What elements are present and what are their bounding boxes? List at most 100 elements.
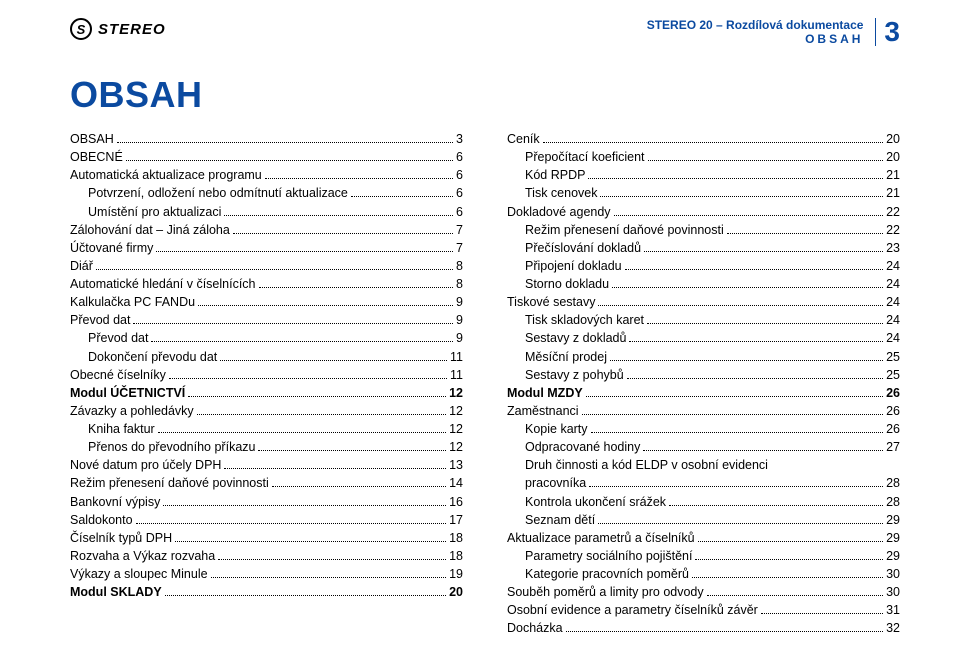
toc-entry: Docházka32 (507, 619, 900, 637)
toc-leader-dots (625, 262, 883, 270)
toc-label: Souběh poměrů a limity pro odvody (507, 583, 704, 601)
toc-leader-dots (600, 189, 883, 197)
toc-label: Ceník (507, 130, 540, 148)
toc-entry: Tiskové sestavy24 (507, 293, 900, 311)
toc-entry: Dokončení převodu dat 11 (70, 348, 463, 366)
toc-leader-dots (698, 534, 884, 542)
toc-page: 24 (886, 311, 900, 329)
toc-page: 18 (449, 547, 463, 565)
toc-page: 14 (449, 474, 463, 492)
toc-page: 12 (449, 384, 463, 402)
toc-leader-dots (629, 334, 883, 342)
toc-entry: Potvrzení, odložení nebo odmítnutí aktua… (70, 184, 463, 202)
toc-label: Číselník typů DPH (70, 529, 172, 547)
toc-page: 25 (886, 348, 900, 366)
toc-page: 6 (456, 166, 463, 184)
toc-leader-dots (586, 389, 883, 397)
toc-label: Sestavy z dokladů (525, 329, 626, 347)
toc-page: 6 (456, 203, 463, 221)
toc-label: Dokončení převodu dat (88, 348, 217, 366)
toc-leader-dots (644, 244, 883, 252)
toc-page: 3 (456, 130, 463, 148)
toc-page: 31 (886, 601, 900, 619)
toc-leader-dots (165, 588, 446, 596)
toc-entry: Parametry sociálního pojištění29 (507, 547, 900, 565)
toc-entry: Zaměstnanci26 (507, 402, 900, 420)
toc-entry: Storno dokladu24 (507, 275, 900, 293)
toc-label: Druh činnosti a kód ELDP v osobní eviden… (525, 456, 768, 474)
toc-leader-dots (117, 135, 453, 143)
toc-page: 29 (886, 529, 900, 547)
page-title: OBSAH (70, 74, 900, 116)
toc-leader-dots (198, 298, 453, 306)
toc-page: 29 (886, 511, 900, 529)
toc-page: 20 (449, 583, 463, 601)
toc-leader-dots (648, 153, 884, 161)
toc-page: 22 (886, 221, 900, 239)
toc-leader-dots (669, 497, 883, 505)
toc-page: 20 (886, 130, 900, 148)
toc-page: 23 (886, 239, 900, 257)
toc-label: Závazky a pohledávky (70, 402, 194, 420)
toc-leader-dots (211, 570, 447, 578)
toc-leader-dots (543, 135, 883, 143)
toc-page: 32 (886, 619, 900, 637)
toc-entry: Bankovní výpisy16 (70, 493, 463, 511)
toc-label: Potvrzení, odložení nebo odmítnutí aktua… (88, 184, 348, 202)
toc-leader-dots (695, 552, 883, 560)
toc-entry: Závazky a pohledávky12 (70, 402, 463, 420)
doc-title-small: STEREO 20 – Rozdílová dokumentace (647, 18, 864, 32)
brand-logo-icon: S (70, 18, 92, 40)
toc-leader-dots (220, 352, 447, 360)
toc-page: 16 (449, 493, 463, 511)
toc-label: Saldokonto (70, 511, 133, 529)
toc-entry: Modul MZDY26 (507, 384, 900, 402)
toc-entry: Tisk cenovek21 (507, 184, 900, 202)
toc-leader-dots (707, 588, 883, 596)
toc-leader-dots (96, 262, 453, 270)
toc-page: 9 (456, 329, 463, 347)
toc-label: Parametry sociálního pojištění (525, 547, 692, 565)
toc-entry: Připojení dokladu24 (507, 257, 900, 275)
toc-entry: Režim přenesení daňové povinnosti 22 (507, 221, 900, 239)
page-header: S STEREO STEREO 20 – Rozdílová dokumenta… (70, 18, 900, 46)
toc-page: 11 (450, 348, 463, 366)
toc-entry: Tisk skladových karet 24 (507, 311, 900, 329)
toc-page: 6 (456, 184, 463, 202)
toc-entry: Kategorie pracovních poměrů30 (507, 565, 900, 583)
toc-page: 21 (886, 184, 900, 202)
toc-leader-dots (126, 153, 453, 161)
toc-entry: OBECNÉ6 (70, 148, 463, 166)
toc-label: Seznam dětí (525, 511, 595, 529)
toc-page: 18 (449, 529, 463, 547)
toc-entry: Osobní evidence a parametry číselníků zá… (507, 601, 900, 619)
toc-leader-dots (163, 497, 446, 505)
toc-entry: Obecné číselníky11 (70, 366, 463, 384)
toc-label: Tisk skladových karet (525, 311, 644, 329)
toc-entry: Dokladové agendy22 (507, 203, 900, 221)
toc-entry: Ceník 20 (507, 130, 900, 148)
toc-label: Zálohování dat – Jiná záloha (70, 221, 230, 239)
toc-leader-dots (610, 352, 883, 360)
toc-page: 30 (886, 583, 900, 601)
toc-leader-dots (643, 443, 883, 451)
toc-leader-dots (612, 280, 883, 288)
toc-label: Automatická aktualizace programu (70, 166, 262, 184)
toc-leader-dots (647, 316, 883, 324)
toc-leader-dots (133, 316, 453, 324)
toc-leader-dots (614, 207, 884, 215)
toc-page: 11 (450, 366, 463, 384)
toc-leader-dots (591, 425, 884, 433)
toc-entry: Nové datum pro účely DPH13 (70, 456, 463, 474)
toc-entry: Modul ÚČETNICTVÍ12 (70, 384, 463, 402)
toc-leader-dots (598, 516, 883, 524)
toc-label: Storno dokladu (525, 275, 609, 293)
toc-entry: Kniha faktur12 (70, 420, 463, 438)
toc-label: pracovníka (525, 474, 586, 492)
toc-page: 24 (886, 329, 900, 347)
toc-label: Režim přenesení daňové povinnosti (525, 221, 724, 239)
toc-label: Připojení dokladu (525, 257, 622, 275)
toc-entry: Účtované firmy7 (70, 239, 463, 257)
toc-page: 17 (449, 511, 463, 529)
toc-entry: OBSAH3 (70, 130, 463, 148)
